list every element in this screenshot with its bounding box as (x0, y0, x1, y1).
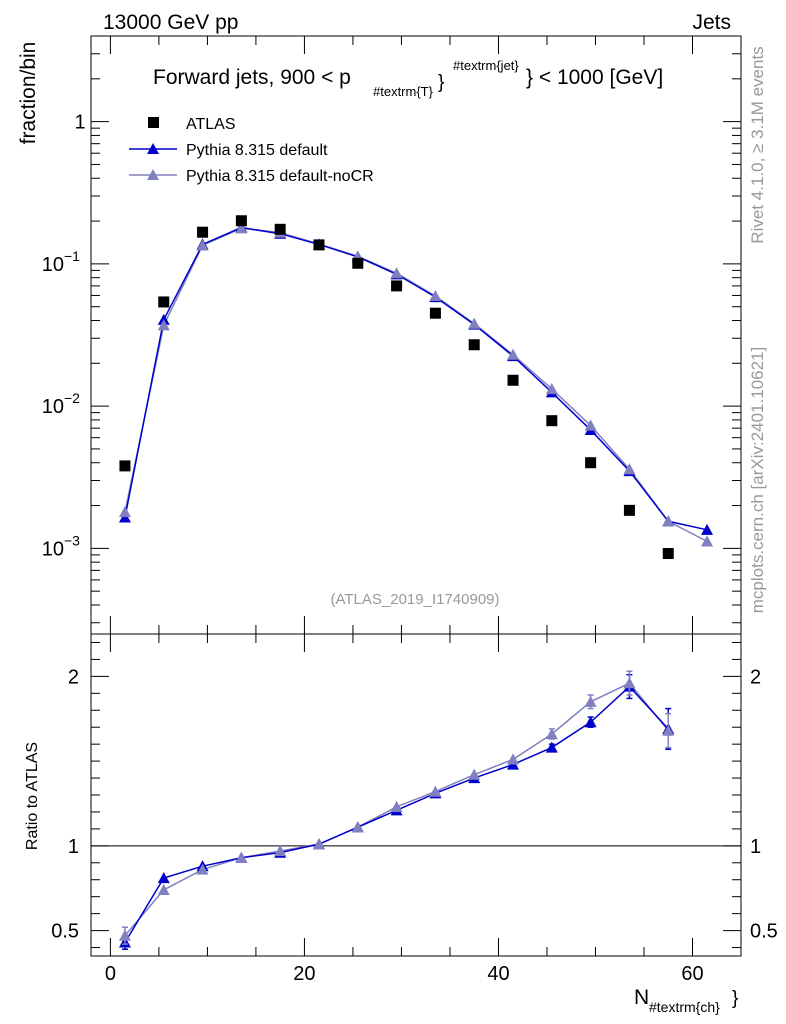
data-point-atlas (352, 257, 364, 269)
ratio-tick-label-right: 2 (750, 666, 761, 688)
data-point-nocr (429, 289, 442, 302)
data-point-default (701, 523, 714, 535)
title-end: } < 1000 [GeV] (526, 66, 663, 89)
mcplots-label: mcplots.cern.ch [arXiv:2401.10621] (748, 347, 767, 613)
data-point-atlas (119, 460, 131, 472)
ratio-tick-label-right: 0.5 (750, 921, 778, 943)
title-main: Forward jets, 900 < p (153, 66, 351, 89)
ratio-point-nocr (545, 727, 558, 740)
x-axis-label-subscript: #textrm{ch} (649, 999, 720, 1015)
data-point-nocr (157, 319, 170, 331)
legend-label-default: Pythia 8.315 default (186, 142, 328, 159)
title-brace: } (438, 72, 444, 93)
x-tick-label: 0 (105, 963, 116, 985)
data-point-atlas (274, 223, 286, 235)
title-superscript: #textrm{jet} (453, 58, 519, 73)
ratio-data-series (118, 670, 675, 950)
data-point-nocr (701, 535, 714, 547)
data-point-atlas (623, 504, 635, 516)
y-tick-label: 1 (74, 112, 85, 134)
data-point-atlas (546, 415, 558, 427)
data-point-atlas (429, 307, 441, 319)
main-data-series (118, 215, 714, 560)
data-point-nocr (468, 317, 481, 329)
y-tick-label: 10 (42, 538, 64, 560)
title-subscript: #textrm{T} (373, 84, 434, 99)
data-point-nocr (662, 515, 675, 527)
data-point-atlas (662, 548, 674, 560)
ratio-point-default (545, 741, 558, 753)
ratio-point-nocr (312, 838, 325, 850)
data-point-nocr (584, 419, 597, 431)
ratio-point-nocr (118, 929, 131, 941)
ratio-tick-label-left: 1 (68, 836, 79, 858)
data-point-nocr (390, 267, 403, 279)
legend-label-nocr: Pythia 8.315 default-noCR (186, 168, 374, 185)
ratio-tick-label-left: 2 (68, 666, 79, 688)
y-tick-label: 10 (42, 254, 64, 276)
header-right: Jets (692, 11, 731, 34)
data-point-atlas (507, 374, 519, 386)
ratio-point-nocr (507, 753, 520, 765)
data-point-atlas (313, 239, 325, 251)
x-axis-ticks: 0 20 40 60 (105, 36, 704, 985)
ratio-tick-label-left: 0.5 (51, 921, 79, 943)
data-point-nocr (118, 506, 131, 518)
plot-title: Forward jets, 900 < p #textrm{T} } #text… (153, 58, 663, 99)
ratio-point-nocr (429, 785, 442, 797)
legend-label-atlas: ATLAS (186, 116, 236, 133)
y-axis-label: fraction/bin (17, 42, 40, 145)
legend-marker-nocr (147, 169, 159, 180)
series-line-nocr (124, 227, 708, 543)
data-point-atlas (585, 457, 597, 469)
legend-marker-atlas (148, 117, 159, 128)
ratio-axis-ticks: 0.5 0.5 1 1 2 2 (51, 641, 778, 949)
x-tick-label: 60 (681, 963, 703, 985)
legend: ATLAS Pythia 8.315 default Pythia 8.315 … (129, 116, 374, 185)
analysis-id: (ATLAS_2019_I1740909) (330, 591, 499, 608)
main-axis-ticks: 10 −310 −210 −11 (42, 35, 741, 624)
legend-marker-default (147, 143, 159, 154)
data-point-nocr (196, 239, 209, 251)
data-point-atlas (197, 226, 209, 238)
x-axis-label-main: N (634, 986, 649, 1009)
ratio-point-nocr (235, 851, 248, 863)
ratio-plot-frame (90, 633, 742, 957)
ratio-point-default (157, 872, 170, 884)
ratio-point-nocr (468, 768, 481, 780)
y-tick-exponent: −1 (64, 248, 80, 264)
data-point-atlas (391, 280, 403, 292)
x-tick-label: 20 (293, 963, 315, 985)
ratio-point-nocr (351, 821, 364, 833)
ratio-point-nocr (274, 844, 287, 857)
data-point-atlas (235, 215, 247, 227)
data-point-nocr (235, 222, 248, 234)
ratio-point-nocr (584, 695, 597, 707)
data-point-nocr (545, 382, 558, 395)
x-axis-label: N #textrm{ch} } (634, 986, 738, 1015)
ratio-point-nocr (623, 677, 636, 689)
ratio-tick-label-right: 1 (750, 836, 761, 858)
header-left: 13000 GeV pp (103, 11, 238, 34)
data-point-nocr (507, 348, 520, 360)
data-point-nocr (623, 463, 636, 475)
ratio-point-nocr (157, 883, 170, 896)
data-point-atlas (158, 296, 170, 308)
ratio-point-nocr (390, 800, 403, 812)
x-tick-label: 40 (487, 963, 509, 985)
x-axis-label-brace: } (732, 988, 738, 1009)
ratio-axis-label: Ratio to ATLAS (24, 742, 41, 850)
ratio-point-nocr (662, 724, 675, 736)
y-tick-exponent: −2 (64, 390, 80, 406)
y-tick-exponent: −3 (64, 532, 80, 548)
ratio-point-default (584, 716, 597, 728)
ratio-point-nocr (196, 863, 209, 875)
data-point-default (157, 313, 170, 325)
y-tick-label: 10 (42, 396, 64, 418)
series-line-default (124, 226, 708, 531)
data-point-atlas (468, 339, 480, 351)
rivet-label: Rivet 4.1.0, ≥ 3.1M events (748, 46, 767, 243)
